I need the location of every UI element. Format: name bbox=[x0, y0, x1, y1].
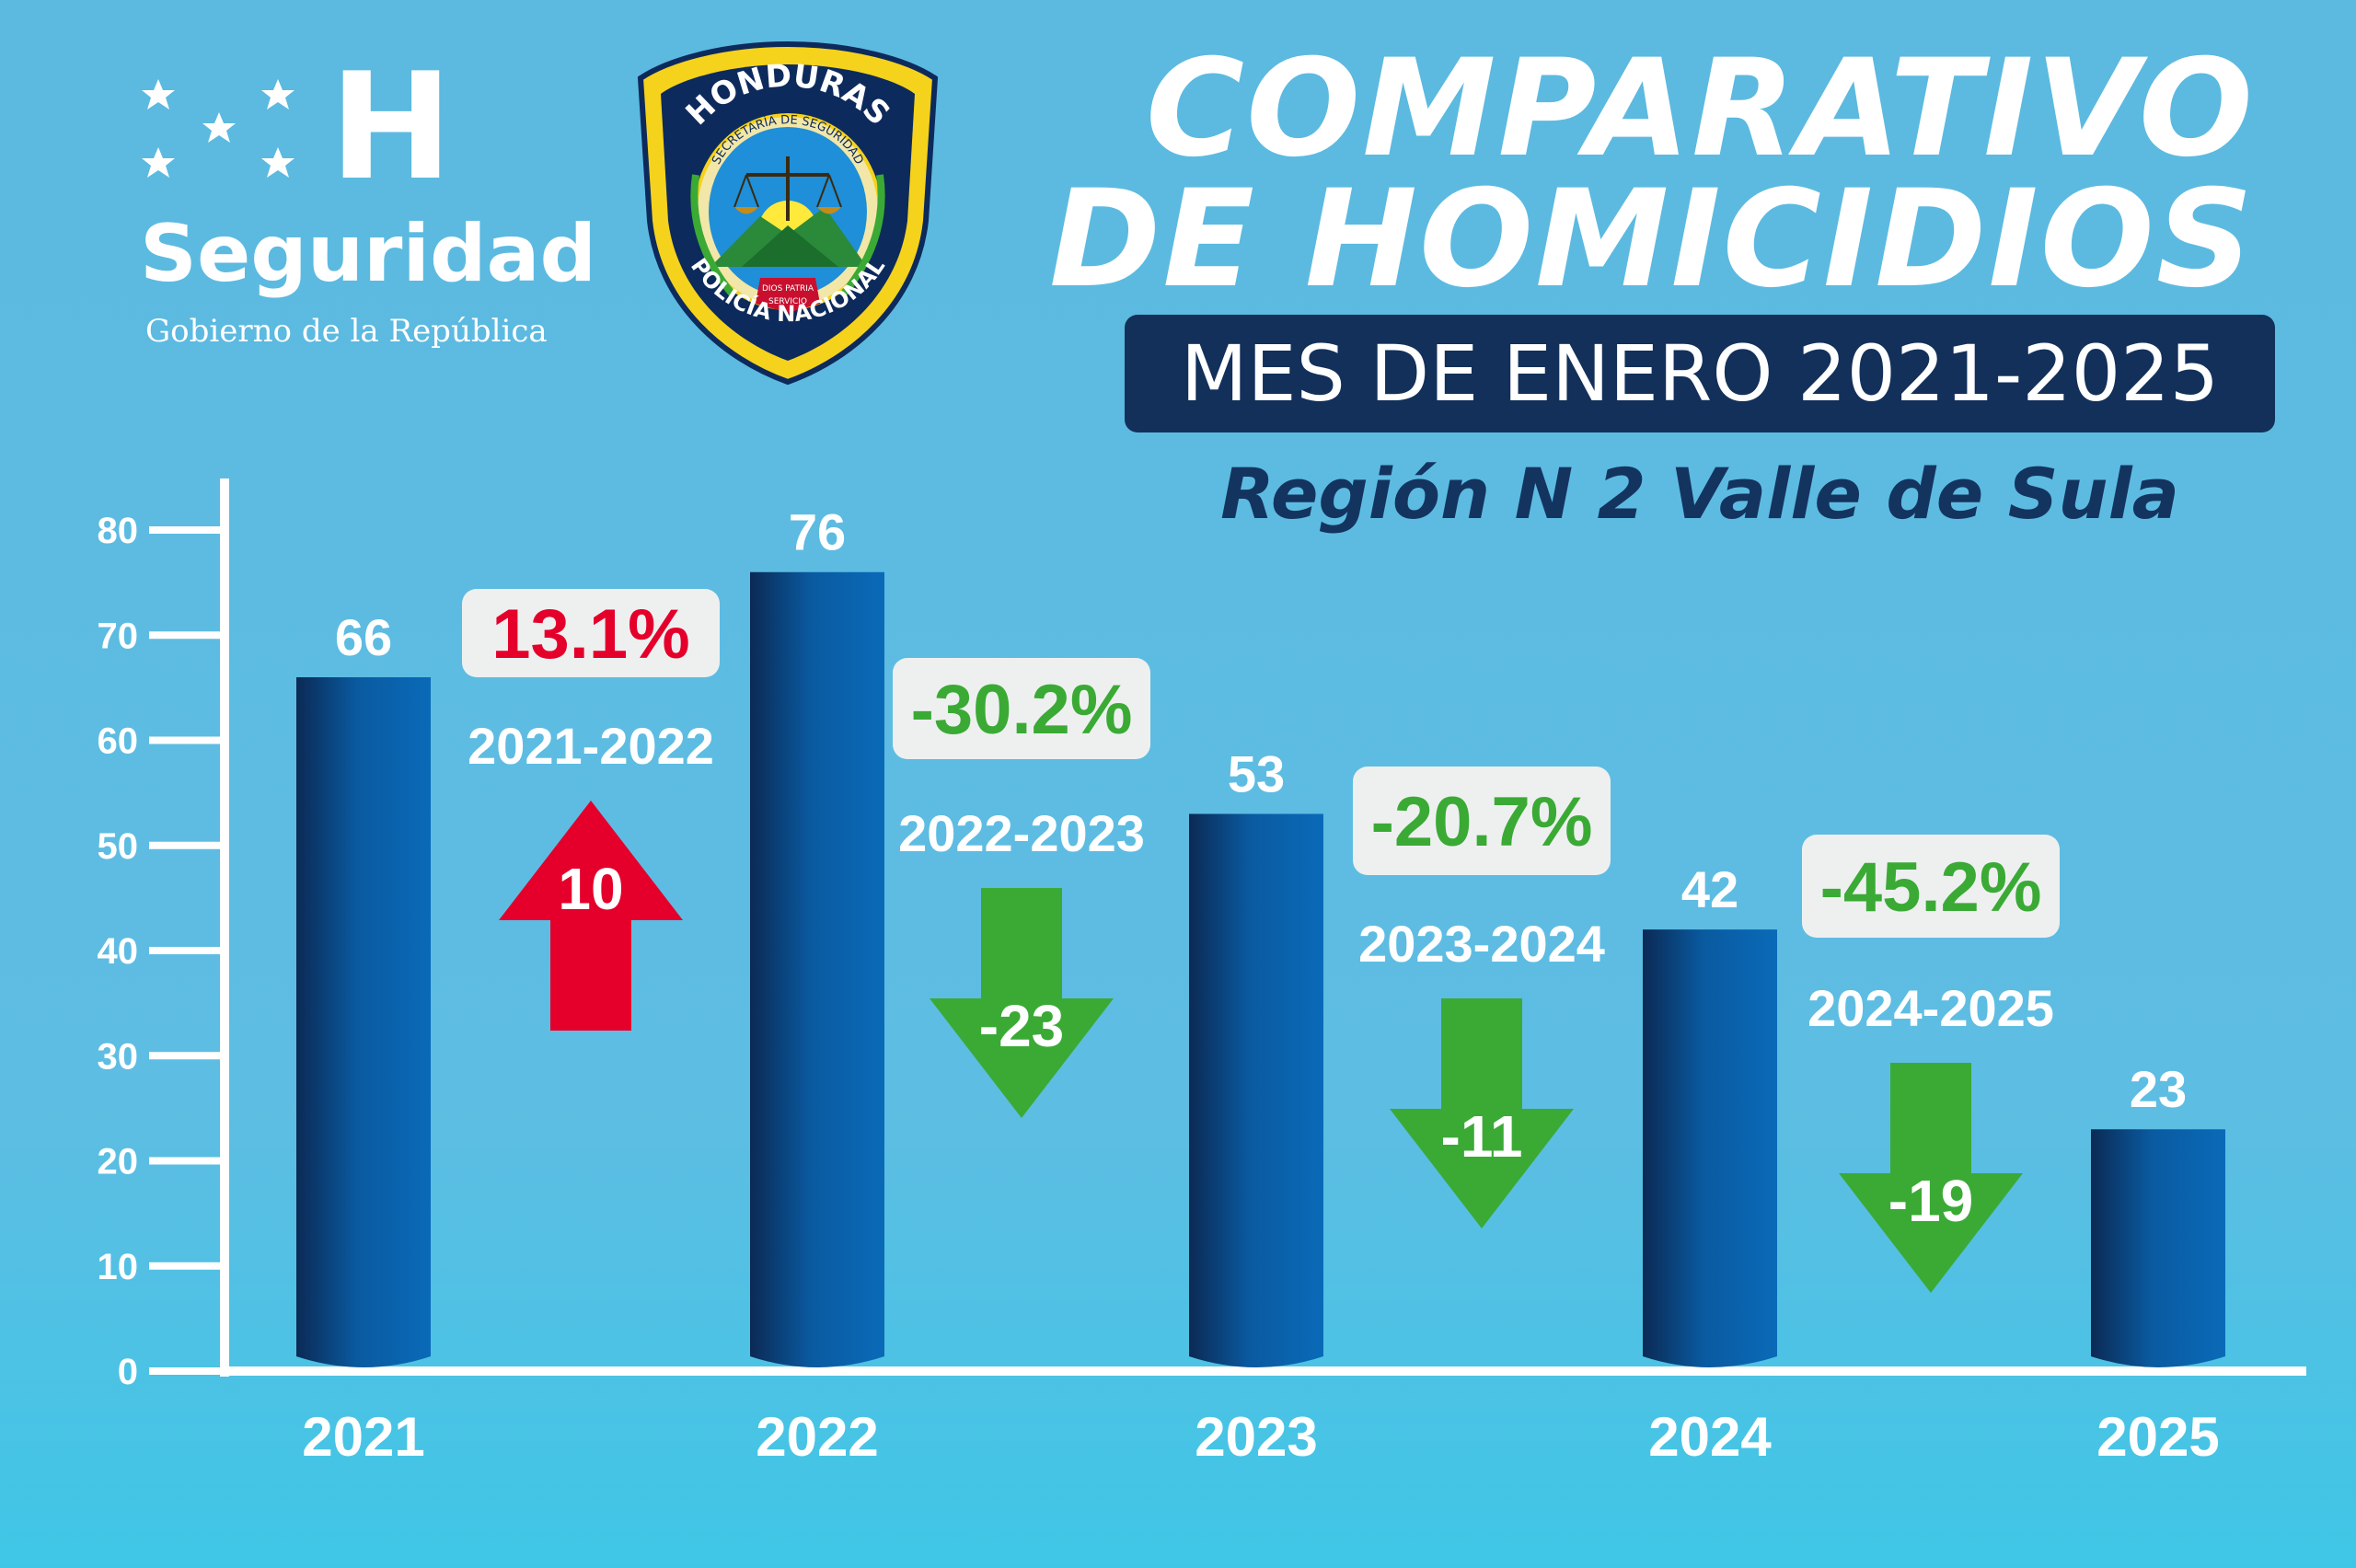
diff-label: -19 bbox=[1888, 1168, 1974, 1234]
bar-2023 bbox=[1189, 813, 1323, 1367]
y-tick-label: 0 bbox=[118, 1352, 138, 1392]
y-tick-label: 30 bbox=[98, 1036, 139, 1077]
y-tick-label: 60 bbox=[98, 721, 139, 762]
period-label: 2022-2023 bbox=[898, 804, 1145, 862]
badge-ribbon: SERVICIO bbox=[768, 297, 807, 306]
x-tick-label: 2024 bbox=[1648, 1406, 1772, 1468]
y-tick-label: 80 bbox=[98, 511, 139, 551]
period-label: 2023-2024 bbox=[1358, 915, 1605, 973]
change-2021-2022: 13.1% 2021-2022 10 bbox=[462, 589, 720, 1031]
x-tick-label: 2023 bbox=[1195, 1406, 1317, 1468]
value-label: 23 bbox=[2130, 1060, 2187, 1118]
diff-label: 10 bbox=[558, 856, 623, 922]
arrow-down-icon bbox=[1839, 1063, 2023, 1293]
value-label: 76 bbox=[789, 503, 846, 561]
value-label: 53 bbox=[1228, 744, 1285, 802]
arrow-up-icon bbox=[499, 801, 683, 1031]
logo-word: Seguridad bbox=[140, 208, 597, 300]
bar-2024 bbox=[1643, 929, 1777, 1367]
change-2023-2024: -20.7% 2023-2024 -11 bbox=[1353, 767, 1611, 1228]
percent-label: -45.2% bbox=[1820, 848, 2042, 927]
percent-label: -30.2% bbox=[911, 671, 1133, 749]
subtitle-text: MES DE ENERO 2021-2025 bbox=[1180, 329, 2220, 419]
x-tick-label: 2025 bbox=[2096, 1406, 2219, 1468]
percent-box bbox=[462, 589, 720, 677]
value-label: 66 bbox=[335, 608, 392, 666]
y-tick-label: 50 bbox=[98, 826, 139, 867]
x-tick-label: 2022 bbox=[756, 1406, 878, 1468]
title-line-2: DE HOMICIDIOS bbox=[1049, 161, 2255, 317]
percent-box bbox=[1353, 767, 1611, 875]
badge-motto: DIOS PATRIA bbox=[762, 284, 814, 294]
logo-letter: H bbox=[329, 40, 453, 213]
value-label: 42 bbox=[1681, 860, 1738, 918]
percent-label: 13.1% bbox=[491, 595, 690, 674]
bar-2022 bbox=[750, 571, 884, 1367]
percent-box bbox=[1802, 835, 2060, 938]
y-tick-label: 20 bbox=[98, 1142, 139, 1182]
region-label: Región N 2 Valle de Sula bbox=[1220, 453, 2179, 535]
diff-label: -11 bbox=[1441, 1103, 1523, 1170]
percent-label: -20.7% bbox=[1371, 783, 1593, 861]
change-2024-2025: -45.2% 2024-2025 -19 bbox=[1802, 835, 2060, 1293]
period-label: 2021-2022 bbox=[468, 717, 714, 775]
logo-subtitle: Gobierno de la República bbox=[145, 313, 548, 350]
title-line-1: COMPARATIVO bbox=[1145, 30, 2255, 187]
y-tick-label: 70 bbox=[98, 616, 139, 656]
change-2022-2023: -30.2% 2022-2023 -23 bbox=[893, 658, 1150, 1118]
subtitle-box: MES DE ENERO 2021-2025 bbox=[1125, 315, 2275, 432]
y-tick-label: 10 bbox=[98, 1247, 139, 1287]
arrow-down-icon bbox=[1390, 998, 1574, 1228]
arrow-down-icon bbox=[930, 888, 1114, 1118]
percent-box bbox=[893, 658, 1150, 759]
x-tick-label: 2021 bbox=[302, 1406, 424, 1468]
bar-2025 bbox=[2091, 1129, 2225, 1367]
diff-label: -23 bbox=[979, 993, 1065, 1059]
period-label: 2024-2025 bbox=[1807, 979, 2054, 1037]
police-badge: HONDURAS SECRETARÍA DE SEGURIDAD DIOS PA… bbox=[637, 40, 939, 386]
bar-2021 bbox=[296, 676, 431, 1367]
y-tick-label: 40 bbox=[98, 931, 139, 972]
